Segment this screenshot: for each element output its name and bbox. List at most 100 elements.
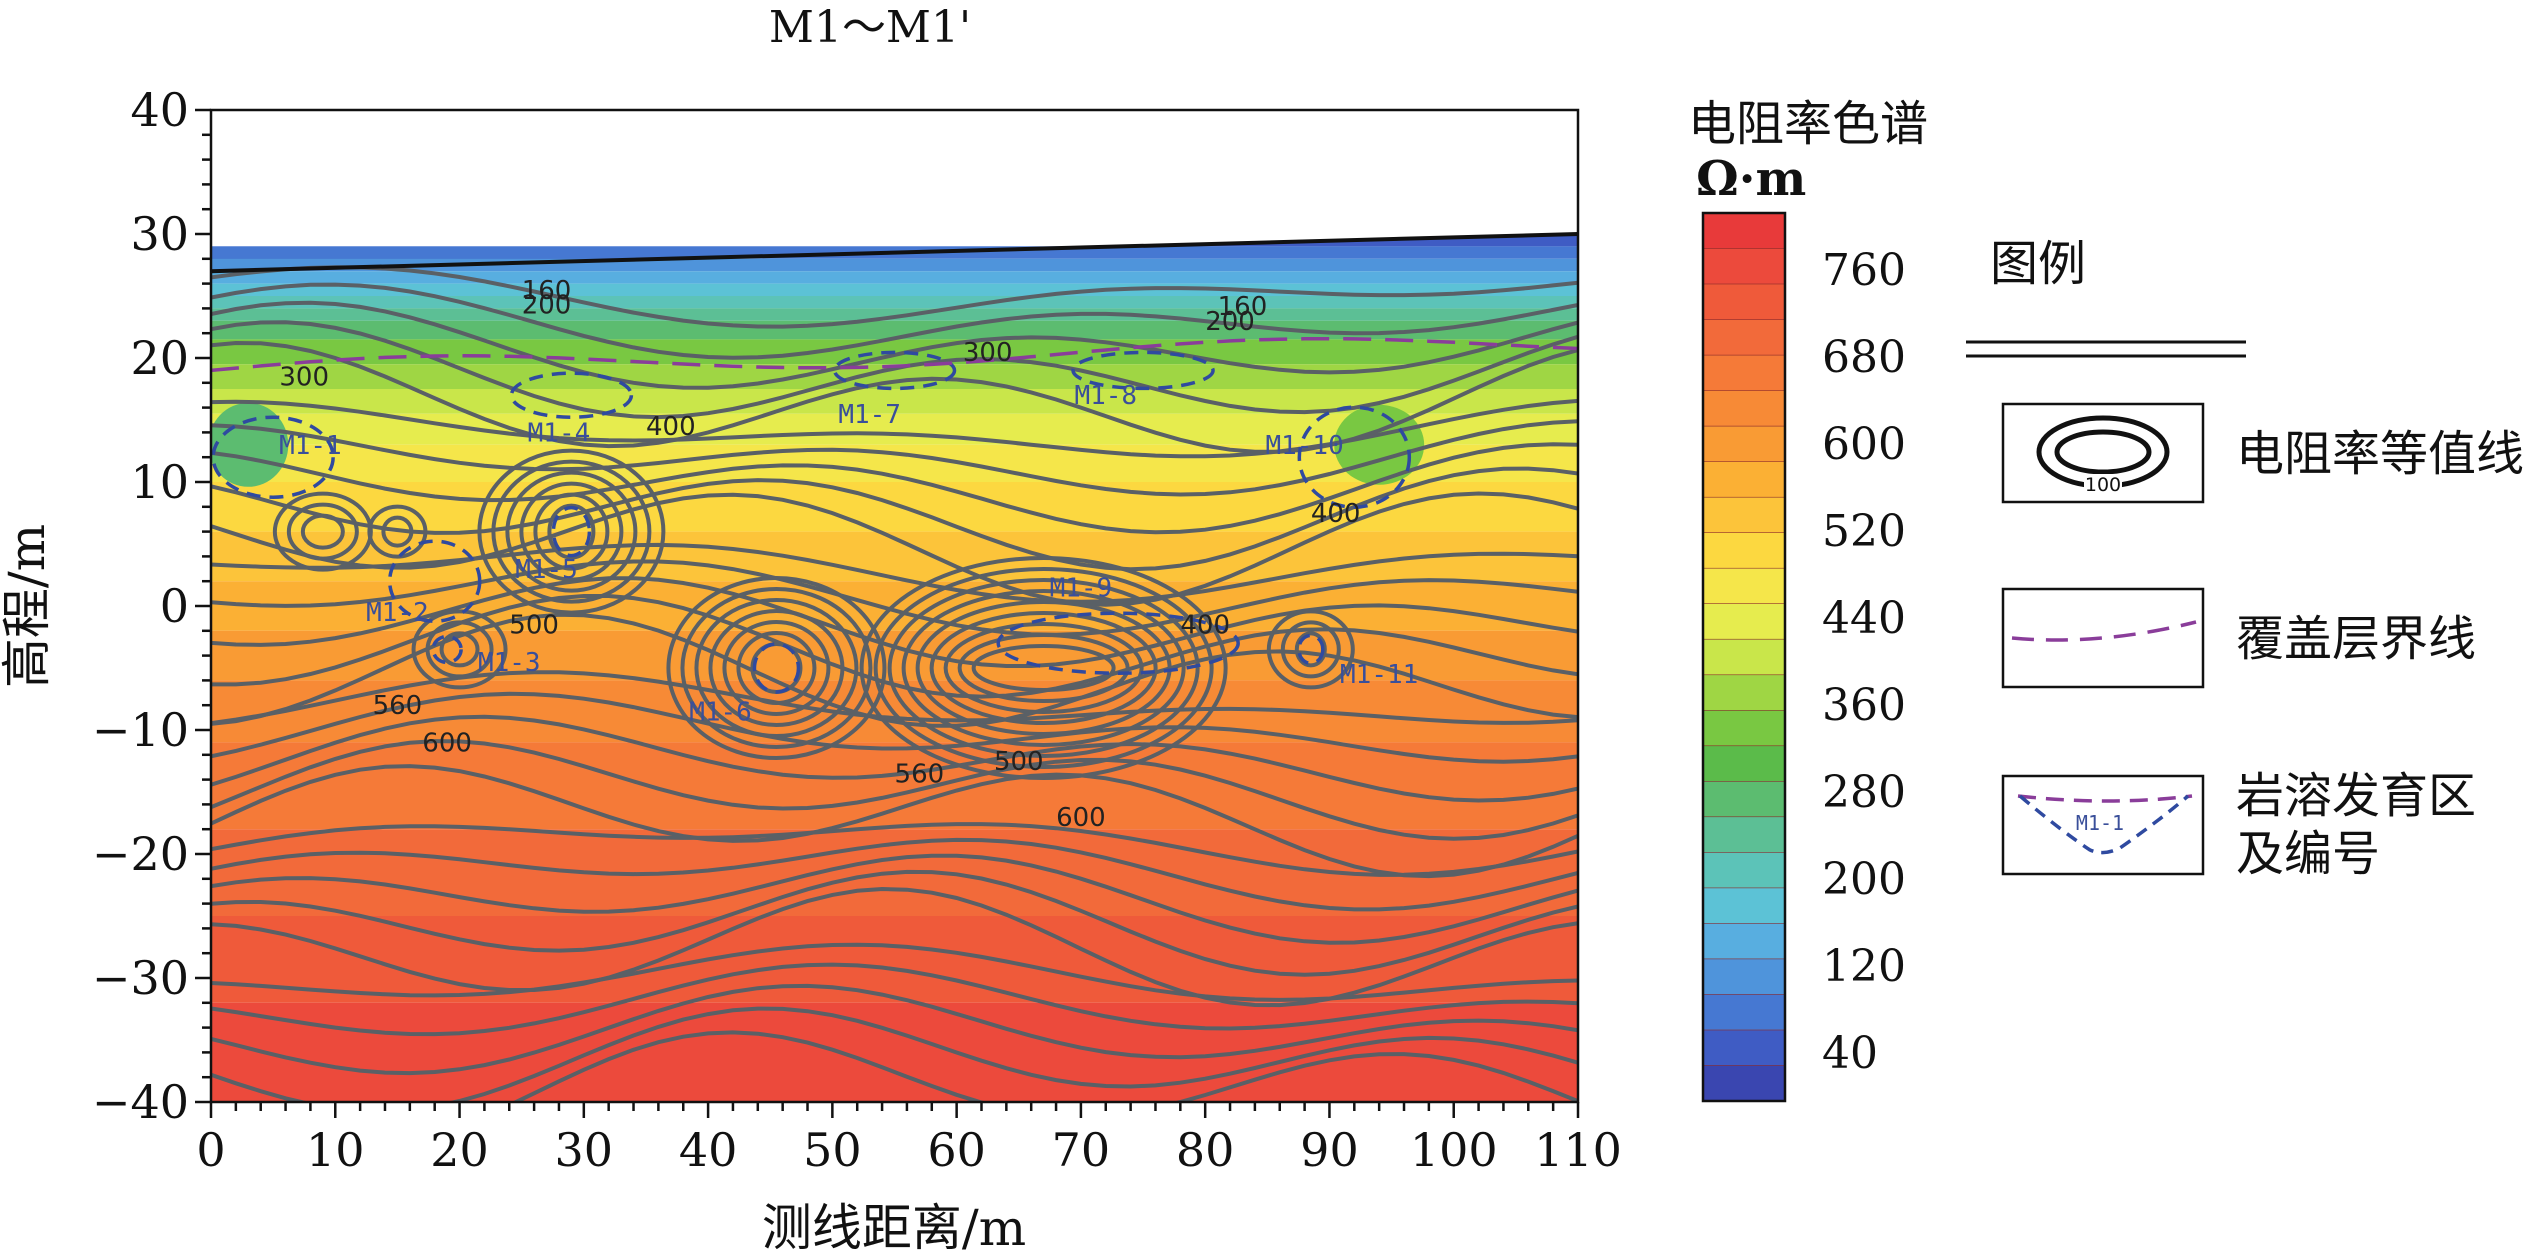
colorbar-cell <box>1702 354 1786 392</box>
contour-ring <box>971 644 1116 692</box>
contour-ring <box>887 578 1200 758</box>
resistivity-band <box>211 271 1578 284</box>
contour-ring <box>943 622 1144 714</box>
contour-value-label: 400 <box>1180 611 1230 641</box>
x-axis: 0 10 20 30 40 50 60 70 80 90 100 110 <box>196 1102 1622 1177</box>
legend-karst-outline <box>2018 794 2190 855</box>
contour-ring <box>929 611 1158 725</box>
colorbar-cell <box>1702 248 1786 285</box>
colorbar-cell <box>1702 994 1786 1031</box>
contour-line <box>211 491 1578 607</box>
contour-line <box>211 853 1578 945</box>
contour-line <box>211 691 1578 764</box>
karst-zone-outline <box>551 505 592 558</box>
contour-line <box>211 282 1578 360</box>
contour-ring <box>286 502 359 561</box>
x-tick-label: 70 <box>1052 1123 1111 1177</box>
colorbar-cell <box>1702 816 1786 854</box>
y-axis: 40 30 20 10 0 −10 −20 −30 −40 <box>92 83 211 1129</box>
colorbar-cell <box>1702 461 1786 499</box>
contour-line <box>211 419 1578 497</box>
colorbar-cell <box>1702 780 1786 818</box>
legend-contour-inner <box>2054 429 2152 475</box>
x-tick-label: 20 <box>430 1123 489 1177</box>
contour-ring <box>491 459 652 604</box>
contour-line <box>211 869 1578 977</box>
y-tick-label: 0 <box>160 579 189 633</box>
contour-value-label: 600 <box>1056 803 1106 833</box>
colorbar-cell <box>1702 745 1786 783</box>
colorbar-tick-label: 40 <box>1822 1028 1878 1079</box>
colorbar-tick-label: 360 <box>1822 680 1906 731</box>
contour-ring <box>666 576 887 760</box>
contour-line <box>211 670 1578 726</box>
legend-item-karst: M1-1 岩溶发育区 及编号 <box>2001 768 2476 882</box>
contour-line <box>211 962 1578 1037</box>
colorbar-tick-label: 120 <box>1822 941 1906 992</box>
resistivity-band <box>211 482 1578 532</box>
contour-line <box>211 942 1578 1002</box>
karst-zone-label: M1-8 <box>1074 381 1137 411</box>
karst-zone-outline <box>431 634 463 665</box>
legend-item-contour: 100 电阻率等值线 <box>2001 402 2524 504</box>
contour-line <box>211 886 1578 1008</box>
legend-karst-sample: M1-1 <box>2076 811 2124 835</box>
karst-zone-label-group: M1-1 M1-2 M1-3 M1-4 M1-5 M1-6 M1-7 M1-8 M1-9 M1-1… <box>279 381 1418 727</box>
x-tick-label: 40 <box>679 1123 738 1177</box>
contour-line <box>211 300 1578 390</box>
contour-ring <box>300 513 345 550</box>
contour-ring <box>547 503 596 560</box>
colorbar-cell <box>1702 567 1786 605</box>
legend-karst-box <box>2001 774 2205 876</box>
colorbar-unit: Ω·m <box>1696 151 1806 207</box>
karst-zone-label: M1-3 <box>478 648 541 678</box>
colorbar-cell <box>1702 496 1786 534</box>
colorbar-cell <box>1702 887 1786 925</box>
contour-line <box>211 739 1578 841</box>
karst-zone-outline <box>211 415 335 499</box>
karst-zone-outline <box>832 350 957 391</box>
colorbar-cell <box>1702 532 1786 570</box>
x-tick-label: 0 <box>196 1123 225 1177</box>
contour-ring <box>873 567 1214 769</box>
x-tick-label: 30 <box>555 1123 614 1177</box>
contour-value-label: 300 <box>279 363 329 393</box>
contour-ring <box>1280 620 1341 679</box>
contour-line <box>211 764 1578 879</box>
contour-value-label: 500 <box>509 611 559 641</box>
contour-lines <box>211 265 1578 1102</box>
karst-zone-outline <box>1071 350 1215 391</box>
colorbar-tick-label: 440 <box>1822 593 1906 644</box>
karst-zone-label: M1-1 <box>279 431 342 461</box>
karst-zone-label: M1-11 <box>1340 660 1418 690</box>
colorbar-title: 电阻率色谱 <box>1688 96 1928 152</box>
colorbar-cell <box>1702 709 1786 747</box>
contour-value-label: 400 <box>646 412 696 442</box>
low-resistivity-pocket <box>211 402 289 487</box>
legend-item-cover: 覆盖层界线 <box>2001 587 2476 689</box>
contour-line <box>211 466 1578 572</box>
karst-zone-label: M1-5 <box>515 555 578 585</box>
resistivity-band <box>211 364 1578 389</box>
contour-line <box>211 265 1578 329</box>
colorbar-cell <box>1702 425 1786 463</box>
legend-karst-cover-line <box>2017 794 2193 803</box>
colorbar-tick-labels: 760 680 600 520 440 360 280 200 120 40 <box>1822 245 1906 1079</box>
contour-value-label: 600 <box>422 728 472 758</box>
colorbar-tick-label: 600 <box>1822 419 1906 470</box>
colorbar: 电阻率色谱 Ω·m 760 680 600 520 440 360 280 200 120 40 <box>1688 96 1928 1103</box>
contour-ring <box>519 481 624 582</box>
contour-value-label: 300 <box>963 338 1013 368</box>
contour-value-label: 200 <box>522 291 572 321</box>
colorbar-frame <box>1701 211 1787 1103</box>
resistivity-band <box>211 916 1578 1003</box>
colorbar-cell <box>1702 638 1786 676</box>
legend-contour-label-bg <box>2084 474 2122 494</box>
karst-zone-label: M1-2 <box>366 598 429 628</box>
colorbar-cell <box>1702 1065 1786 1102</box>
contour-ring <box>859 556 1228 780</box>
x-tick-label: 90 <box>1300 1123 1359 1177</box>
contour-value-label: 160 <box>522 276 572 306</box>
karst-zone-label: M1-10 <box>1265 431 1343 461</box>
